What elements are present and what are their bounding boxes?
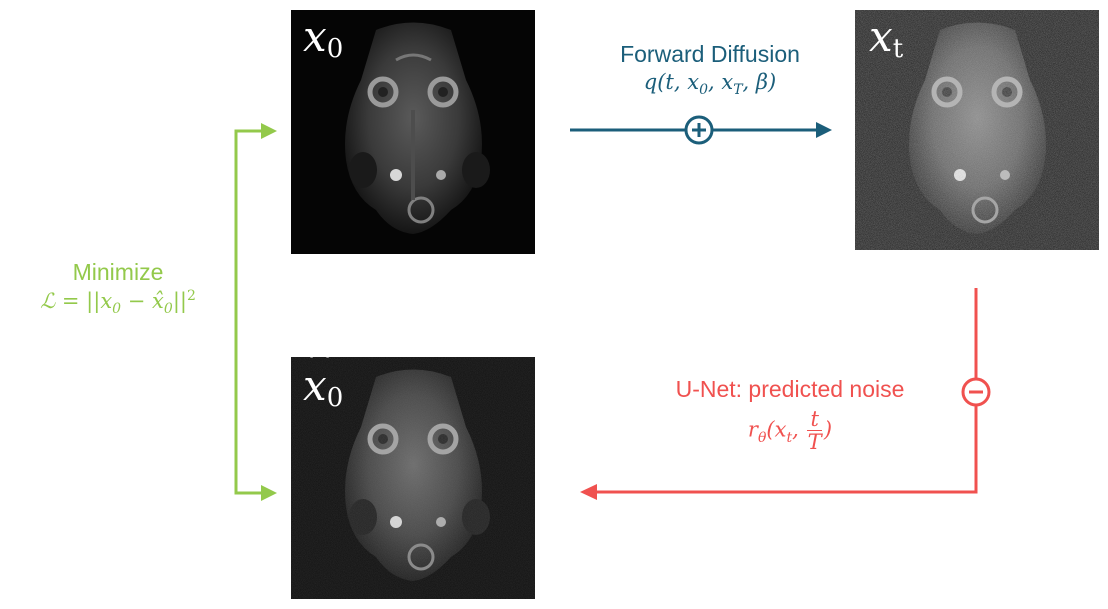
add-noise-icon [684, 115, 714, 145]
forward-diffusion-formula: q(t, x0, xT, β) [643, 69, 777, 98]
panel-label-x0: x0 [303, 12, 344, 64]
panel-label-xt: xt [869, 12, 904, 64]
image-xt-noisy: xt [855, 10, 1099, 250]
loss-formula: ℒ = ||x0 − x̂0||2 [40, 287, 196, 317]
loss-title: Minimize [72, 259, 164, 285]
loss-bracket [234, 123, 277, 501]
image-x0-reconstructed: x ^ 0 [291, 357, 535, 599]
subtract-noise-icon [961, 377, 991, 407]
image-x0-clean: x0 [291, 10, 535, 254]
panel-label-x0-hat: x ^ 0 [303, 357, 343, 411]
unet-label: U-Net: predicted noise rθ(xt, t T) [630, 375, 950, 454]
hat-accent: ^ [307, 357, 333, 379]
loss-label: Minimize ℒ = ||x0 − x̂0||2 [0, 258, 236, 318]
unet-denoise-arrow [580, 288, 978, 500]
mri-scan-noisy-image [855, 10, 1099, 250]
mri-scan-clean-image [345, 22, 490, 234]
forward-diffusion-title: Forward Diffusion [620, 41, 800, 67]
forward-diffusion-label: Forward Diffusion q(t, x0, xT, β) [560, 40, 860, 99]
unet-formula: rθ(xt, t T) [747, 406, 833, 454]
unet-title: U-Net: predicted noise [675, 376, 905, 402]
mri-scan-reconstructed-image [291, 357, 535, 599]
